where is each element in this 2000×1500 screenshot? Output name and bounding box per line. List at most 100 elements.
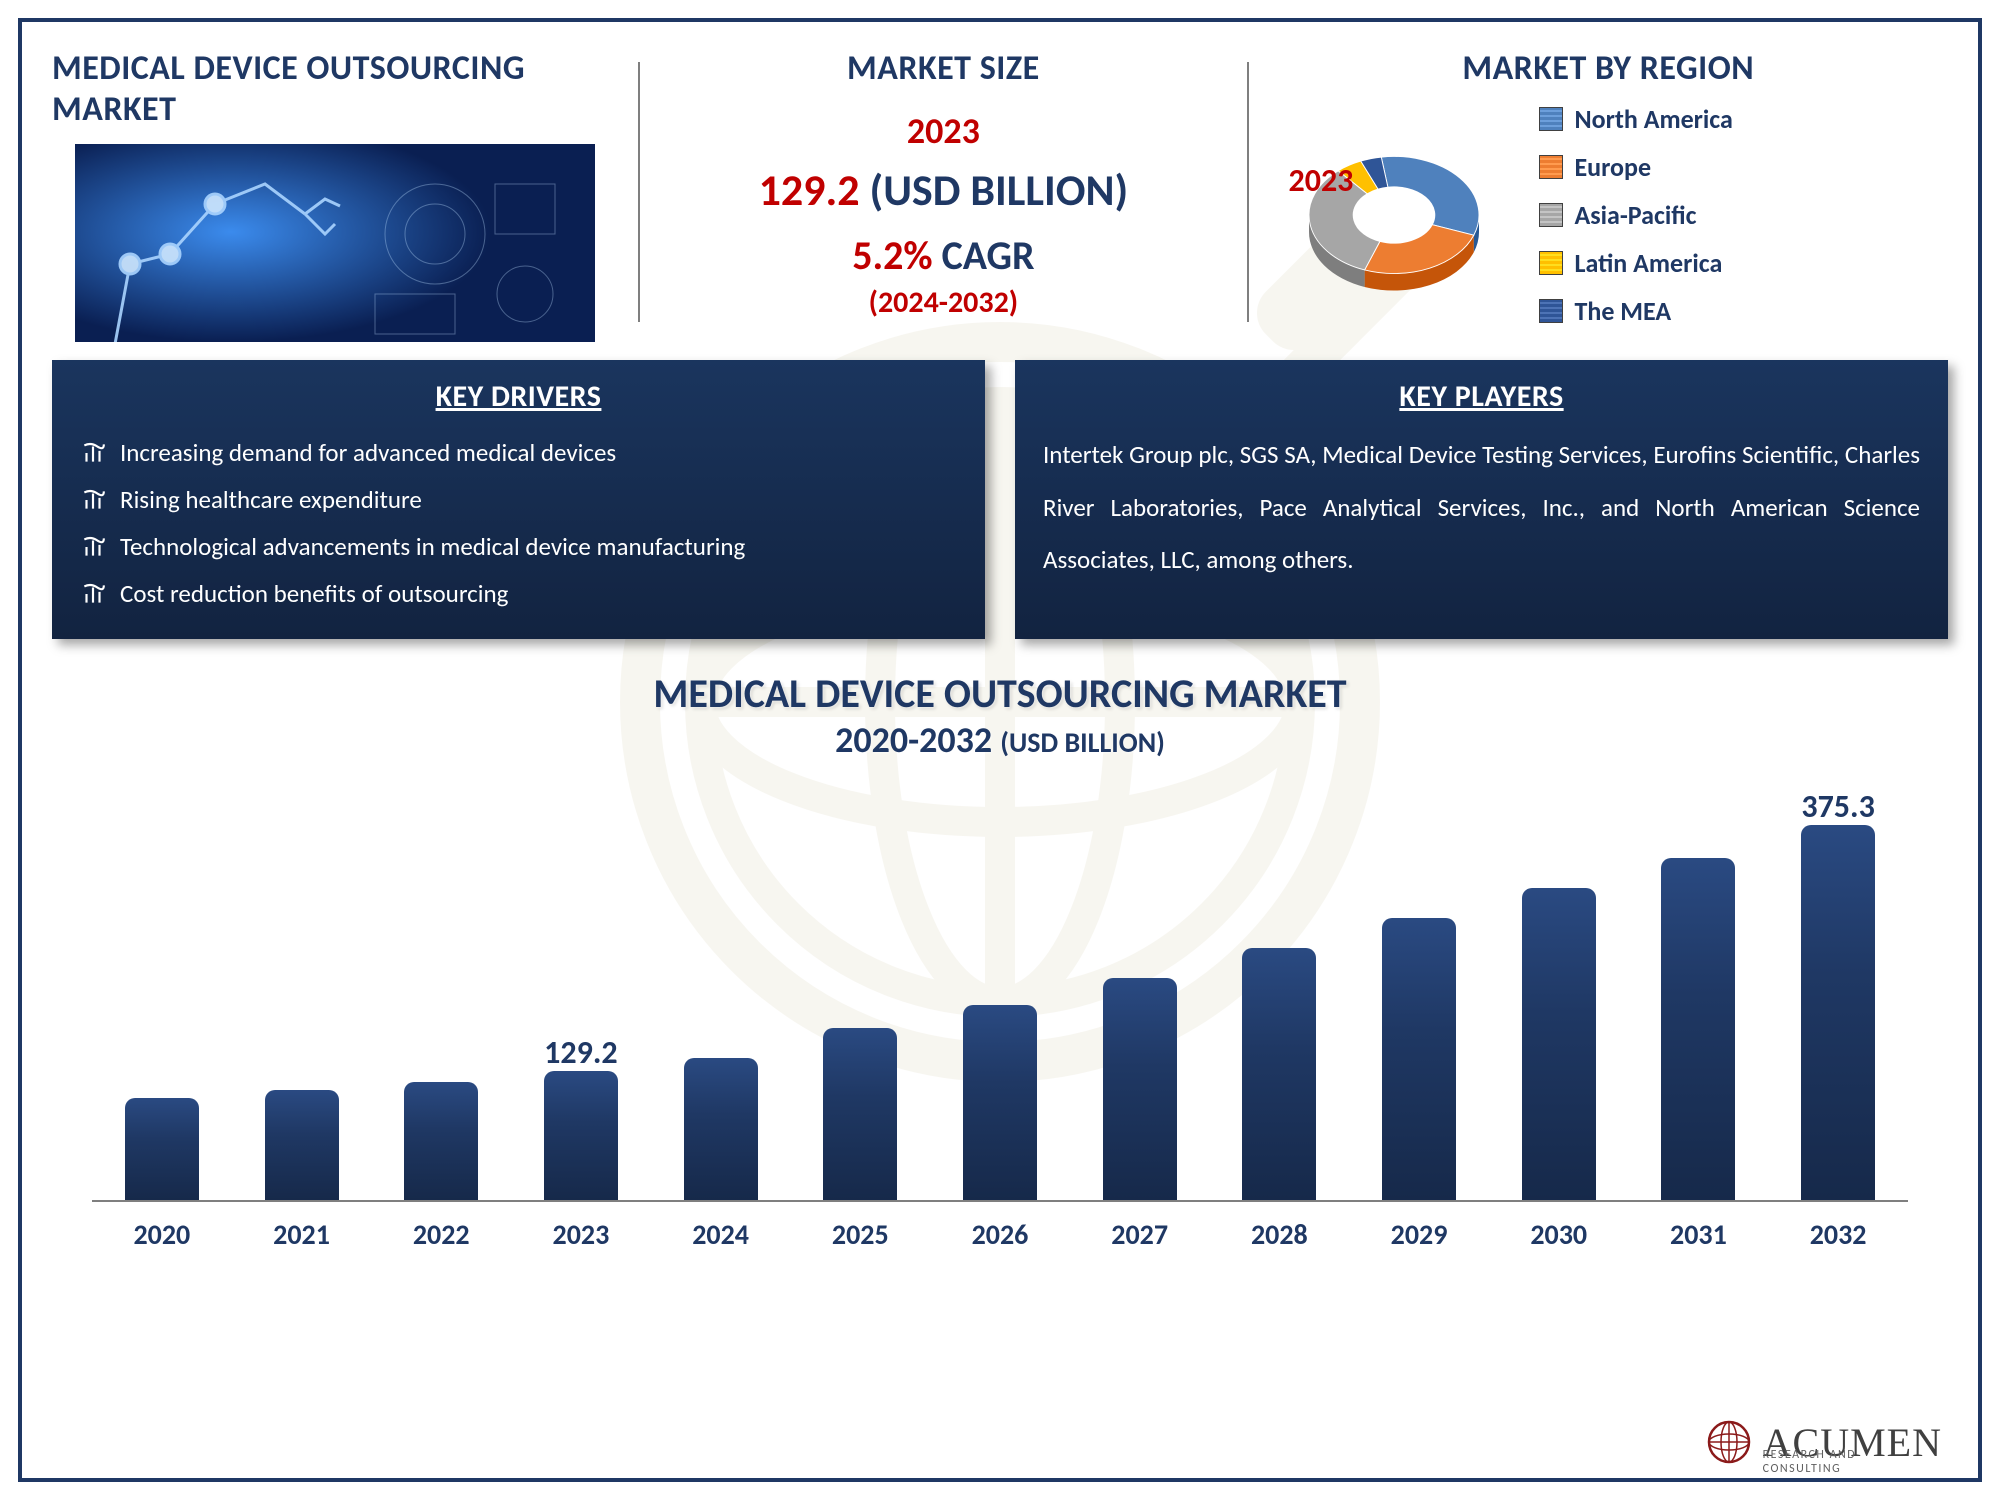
bar: 375.3 — [1769, 825, 1907, 1200]
col-hero: MEDICAL DEVICE OUTSOURCING MARKET — [52, 42, 618, 342]
legend-swatch — [1539, 107, 1563, 131]
legend-label: North America — [1575, 103, 1733, 135]
bar-rect — [1522, 888, 1596, 1200]
bar-rect — [963, 1005, 1037, 1200]
bar — [1490, 888, 1628, 1200]
bar — [1071, 978, 1209, 1200]
x-tick-label: 2031 — [1629, 1217, 1767, 1252]
chart-subtitle: 2020-2032 (USD BILLION) — [52, 718, 1948, 762]
x-tick-label: 2028 — [1210, 1217, 1348, 1252]
bar-rect — [125, 1098, 199, 1200]
chart-title: MEDICAL DEVICE OUTSOURCING MARKET — [52, 669, 1948, 718]
legend-item: Latin America — [1539, 247, 1733, 279]
legend-item: Asia-Pacific — [1539, 199, 1733, 231]
x-tick-label: 2026 — [931, 1217, 1069, 1252]
bar-rect — [544, 1071, 618, 1200]
separator-1 — [638, 62, 640, 322]
chart-unit: (USD BILLION) — [1000, 725, 1165, 760]
bar-value-label: 375.3 — [1801, 787, 1874, 826]
bar: 129.2 — [512, 1071, 650, 1200]
x-tick-label: 2029 — [1350, 1217, 1488, 1252]
driver-text: Increasing demand for advanced medical d… — [120, 437, 616, 468]
panels-row: KEY DRIVERS Increasing demand for advanc… — [52, 360, 1948, 639]
bar-rect — [684, 1058, 758, 1200]
col-market-size: MARKET SIZE 2023 129.2 (USD BILLION) 5.2… — [660, 42, 1226, 342]
driver-text: Rising healthcare expenditure — [120, 484, 422, 515]
key-players-text: Intertek Group plc, SGS SA, Medical Devi… — [1043, 429, 1920, 587]
legend-label: The MEA — [1575, 295, 1672, 327]
bar — [791, 1028, 929, 1200]
key-players-title: KEY PLAYERS — [1043, 378, 1920, 415]
bar-rect — [265, 1090, 339, 1200]
growth-icon — [80, 440, 106, 466]
bar-chart-section: MEDICAL DEVICE OUTSOURCING MARKET 2020-2… — [52, 669, 1948, 1468]
x-tick-label: 2022 — [372, 1217, 510, 1252]
top-row: MEDICAL DEVICE OUTSOURCING MARKET — [52, 42, 1948, 342]
bar — [93, 1098, 231, 1200]
bars-area: 129.2375.3 20202021202220232024202520262… — [92, 782, 1908, 1252]
region-donut-chart — [1279, 130, 1509, 300]
legend-swatch — [1539, 203, 1563, 227]
legend-label: Asia-Pacific — [1575, 199, 1697, 231]
legend-label: Europe — [1575, 151, 1652, 183]
bar-rect — [404, 1082, 478, 1200]
driver-text: Technological advancements in medical de… — [120, 531, 745, 562]
drivers-list: Increasing demand for advanced medical d… — [80, 429, 957, 617]
x-labels: 2020202120222023202420252026202720282029… — [92, 1217, 1908, 1252]
separator-2 — [1247, 62, 1249, 322]
bar — [1629, 858, 1767, 1200]
brand-logo: ACUMEN RESEARCH AND CONSULTING — [1705, 1418, 1942, 1466]
hero-image — [75, 144, 595, 342]
cagr-pct: 5.2% — [852, 231, 932, 280]
market-size-year: 2023 — [907, 109, 980, 153]
cagr-range: (2024-2032) — [869, 284, 1019, 321]
growth-icon — [80, 534, 106, 560]
driver-item: Cost reduction benefits of outsourcing — [80, 570, 957, 617]
legend-swatch — [1539, 155, 1563, 179]
region-year: 2023 — [1289, 161, 1354, 200]
bar — [233, 1090, 371, 1200]
bar — [931, 1005, 1069, 1200]
bar-rect — [1801, 825, 1875, 1200]
legend-item: Europe — [1539, 151, 1733, 183]
region-legend: North America Europe Asia-Pacific Latin Ame… — [1539, 103, 1733, 327]
market-size-number: 129.2 — [759, 163, 860, 217]
legend-item: The MEA — [1539, 295, 1733, 327]
col-region: MARKET BY REGION 2023 North AmericaEurop… — [1269, 42, 1949, 342]
key-drivers-panel: KEY DRIVERS Increasing demand for advanc… — [52, 360, 985, 639]
bar — [372, 1082, 510, 1200]
market-size-value: 129.2 (USD BILLION) — [759, 163, 1129, 217]
x-tick-label: 2021 — [233, 1217, 371, 1252]
market-size-cagr: 5.2% CAGR — [852, 231, 1034, 280]
legend-swatch — [1539, 299, 1563, 323]
bar — [652, 1058, 790, 1200]
market-size-unit: (USD BILLION) — [869, 163, 1128, 217]
bar — [1210, 948, 1348, 1200]
legend-swatch — [1539, 251, 1563, 275]
brand-sub: RESEARCH AND CONSULTING — [1763, 1448, 1938, 1476]
driver-item: Rising healthcare expenditure — [80, 476, 957, 523]
key-players-panel: KEY PLAYERS Intertek Group plc, SGS SA, … — [1015, 360, 1948, 639]
x-tick-label: 2032 — [1769, 1217, 1907, 1252]
growth-icon — [80, 487, 106, 513]
bars-container: 129.2 375.3 — [92, 800, 1908, 1200]
x-tick-label: 2020 — [93, 1217, 231, 1252]
driver-item: Technological advancements in medical de… — [80, 523, 957, 570]
bar-rect — [1661, 858, 1735, 1200]
driver-text: Cost reduction benefits of outsourcing — [120, 578, 508, 609]
x-tick-label: 2024 — [652, 1217, 790, 1252]
bar-rect — [1382, 918, 1456, 1200]
x-tick-label: 2023 — [512, 1217, 650, 1252]
chart-years: 2020-2032 — [835, 718, 992, 762]
bar — [1350, 918, 1488, 1200]
legend-item: North America — [1539, 103, 1733, 135]
market-size-title: MARKET SIZE — [847, 42, 1040, 103]
x-axis-line — [92, 1200, 1908, 1202]
x-tick-label: 2025 — [791, 1217, 929, 1252]
legend-label: Latin America — [1575, 247, 1723, 279]
bar-value-label: 129.2 — [544, 1033, 617, 1072]
key-drivers-title: KEY DRIVERS — [80, 378, 957, 415]
bar-rect — [1103, 978, 1177, 1200]
infographic-frame: MEDICAL DEVICE OUTSOURCING MARKET — [18, 18, 1982, 1482]
x-tick-label: 2027 — [1071, 1217, 1209, 1252]
